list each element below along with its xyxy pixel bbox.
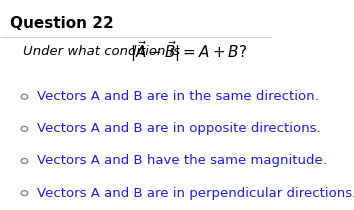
Text: Under what condition is: Under what condition is bbox=[23, 45, 184, 58]
Text: Vectors A and B are in perpendicular directions.: Vectors A and B are in perpendicular dir… bbox=[36, 186, 354, 199]
Text: Question 22: Question 22 bbox=[10, 16, 113, 31]
Text: Vectors A and B are in the same direction.: Vectors A and B are in the same directio… bbox=[36, 90, 318, 103]
Text: $|\vec{A}-\vec{B}|=A+B$?: $|\vec{A}-\vec{B}|=A+B$? bbox=[130, 39, 247, 64]
Text: Vectors A and B are in opposite directions.: Vectors A and B are in opposite directio… bbox=[36, 122, 320, 135]
Text: Vectors A and B have the same magnitude.: Vectors A and B have the same magnitude. bbox=[36, 154, 326, 167]
